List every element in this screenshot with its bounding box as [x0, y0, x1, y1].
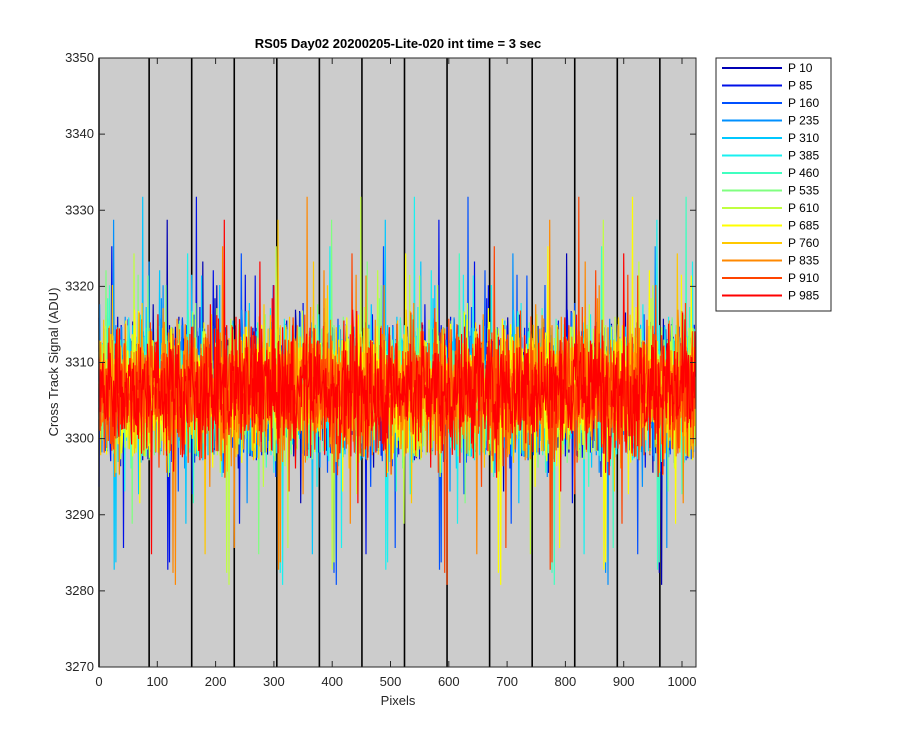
legend-label: P 10: [788, 61, 813, 75]
legend-label: P 310: [788, 131, 819, 145]
legend: P 10 P 85 P 160 P 235 P 310 P 385 P 460 P 535 P …: [715, 57, 832, 312]
y-tick-label: 3270: [65, 659, 94, 674]
series-group: [98, 196, 696, 585]
legend-label: P 235: [788, 114, 819, 128]
legend-label: P 460: [788, 166, 819, 180]
legend-label: P 835: [788, 254, 819, 268]
legend-label: P 760: [788, 236, 819, 250]
y-axis-label: Cross Track Signal (ADU): [46, 288, 61, 437]
legend-label: P 910: [788, 271, 819, 285]
x-tick-label: 300: [263, 674, 285, 689]
x-tick-label: 0: [95, 674, 102, 689]
x-tick-label: 900: [613, 674, 635, 689]
y-tick-label: 3330: [65, 202, 94, 217]
y-tick-label: 3340: [65, 126, 94, 141]
x-axis: 0 100 200 300 400 500 600 700 800 900 1000: [95, 58, 696, 689]
y-tick-label: 3280: [65, 583, 94, 598]
legend-label: P 85: [788, 79, 813, 93]
x-tick-label: 600: [438, 674, 460, 689]
y-tick-label: 3310: [65, 355, 94, 370]
y-tick-label: 3300: [65, 431, 94, 446]
x-tick-label: 400: [321, 674, 343, 689]
y-tick-label: 3290: [65, 507, 94, 522]
legend-label: P 535: [788, 184, 819, 198]
x-tick-label: 200: [205, 674, 227, 689]
legend-label: P 610: [788, 201, 819, 215]
legend-label: P 385: [788, 149, 819, 163]
y-tick-label: 3350: [65, 50, 94, 65]
legend-box: [715, 57, 832, 312]
legend-label: P 160: [788, 96, 819, 110]
chart-title: RS05 Day02 20200205-Lite-020 int time = …: [255, 36, 542, 51]
legend-label: P 985: [788, 289, 819, 303]
legend-label: P 685: [788, 219, 819, 233]
x-tick-label: 500: [380, 674, 402, 689]
x-axis-label: Pixels: [381, 693, 416, 708]
x-tick-label: 800: [555, 674, 577, 689]
y-tick-label: 3320: [65, 278, 94, 293]
x-tick-label: 700: [496, 674, 518, 689]
y-axis: 3270 3280 3290 3300 3310 3320 3330 3340 3350: [65, 50, 696, 674]
x-tick-label: 1000: [668, 674, 697, 689]
series-line-p-985: [98, 219, 696, 555]
x-tick-label: 100: [146, 674, 168, 689]
